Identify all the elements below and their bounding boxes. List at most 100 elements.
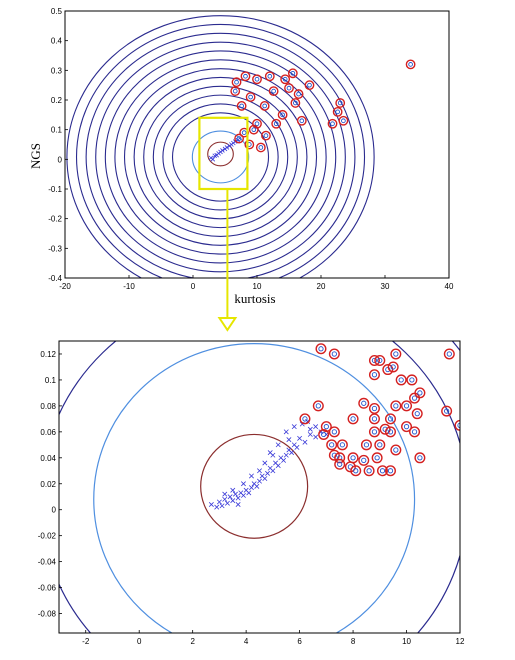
top-outlier-ring — [231, 77, 242, 88]
bottom-outlier-ring — [363, 465, 375, 477]
bottom-x-tick-label: 12 — [456, 637, 465, 646]
bottom-cluster-point — [219, 503, 225, 509]
bottom-y-tick-label: 0.1 — [45, 376, 57, 385]
bottom-outlier-ring — [376, 465, 388, 477]
zoom-highlight-box — [198, 116, 249, 191]
bottom-cluster-point — [208, 502, 214, 508]
bottom-outlier-ring — [374, 354, 386, 366]
top-outlier-dot — [330, 121, 335, 127]
bottom-y-tick-label: 0.04 — [40, 454, 56, 463]
top-outlier-dot — [262, 103, 268, 109]
top-outlier-dot — [335, 109, 340, 115]
top-outlier-dot — [241, 130, 247, 135]
bottom-outlier-dot — [417, 455, 423, 461]
bottom-cluster-point — [232, 491, 238, 497]
bottom-cluster-point — [214, 504, 220, 510]
bottom-outlier-dot — [353, 468, 359, 474]
top-outlier-ring — [252, 118, 262, 129]
bottom-outlier-ring — [409, 426, 421, 438]
bottom-outlier-dot — [323, 424, 329, 430]
bottom-y-tick-label: 0.12 — [40, 350, 56, 359]
top-cluster-point — [210, 157, 216, 162]
bottom-cluster-point — [235, 495, 241, 501]
bottom-outlier-ring — [312, 400, 324, 412]
bottom-y-tick-label: 0.08 — [40, 402, 56, 411]
bottom-cluster-point — [283, 429, 289, 435]
bottom-outlier-ring — [406, 374, 418, 386]
bottom-outlier-dot — [417, 390, 423, 396]
bottom-outlier-dot — [302, 416, 308, 422]
bottom-outlier-dot — [363, 442, 370, 448]
bottom-cluster-point — [281, 457, 287, 463]
top-contour-ring — [171, 112, 270, 202]
top-outlier-dot — [254, 121, 260, 127]
top-contour-ring — [123, 68, 318, 246]
bottom-cluster-point — [227, 494, 233, 500]
top-outlier-dot — [290, 70, 296, 76]
top-y-tick-label: -0.1 — [48, 185, 62, 194]
bottom-cluster-point — [240, 492, 246, 498]
top-outlier-dot — [299, 118, 305, 124]
zoom-connector — [217, 189, 238, 332]
top-outlier-ring — [244, 139, 255, 150]
bottom-y-tick-label: -0.08 — [38, 610, 57, 619]
top-contour-ring — [76, 23, 366, 278]
top-y-tick-label: 0.1 — [51, 126, 63, 135]
bottom-outlier-ring — [414, 452, 426, 464]
bottom-outlier-dot — [318, 346, 324, 352]
bottom-cluster-point — [294, 444, 300, 450]
top-x-tick-label: 40 — [445, 282, 454, 291]
zoom-arrow-head — [217, 317, 238, 332]
bottom-outlier-dot — [371, 372, 378, 378]
bottom-outlier-dot — [409, 377, 415, 383]
bottom-chart: -2 0 2 4 6 8 10 12 0.12 0.1 0.08 0.06 0.04 0.02 0 -0.02… — [38, 340, 465, 646]
top-outlier-ring — [327, 118, 338, 129]
top-x-tick-label: 20 — [317, 282, 326, 291]
bottom-outlier-dot — [398, 377, 404, 383]
bottom-outlier-ring — [401, 400, 413, 412]
bottom-outlier-ring — [387, 361, 399, 373]
top-contour-ring — [95, 41, 346, 273]
top-plot-area — [66, 15, 416, 278]
top-outlier-ring — [338, 115, 349, 126]
bottom-outlier-dot — [350, 416, 356, 422]
top-cluster-point — [224, 145, 230, 150]
bottom-outlier-dot — [329, 442, 335, 448]
bottom-outlier-ring — [368, 354, 380, 366]
top-contour-ring — [114, 59, 327, 255]
bottom-outlier-dot — [393, 351, 399, 357]
bottom-outlier-dot — [390, 364, 396, 370]
bottom-x-tick-label: 8 — [351, 637, 356, 646]
bottom-outlier-dot — [350, 455, 356, 461]
bottom-outlier-ring — [382, 364, 394, 376]
bottom-plot-area — [59, 341, 460, 633]
top-outlier-dot — [296, 91, 301, 97]
bottom-outlier-dot — [361, 457, 367, 464]
bottom-outlier-ring — [320, 421, 332, 433]
top-cluster-point — [220, 148, 225, 153]
top-contour-ring — [104, 50, 337, 264]
bottom-outlier-ring — [299, 413, 311, 425]
bottom-outlier-dot — [411, 429, 418, 435]
bottom-outlier-ring — [384, 413, 396, 425]
top-outlier-ring — [277, 109, 288, 120]
x-axis-label: kurtosis — [234, 291, 275, 306]
bottom-y-tick-label: -0.04 — [38, 558, 57, 567]
top-outlier-ring — [252, 74, 262, 85]
bottom-outlier-dot — [366, 468, 372, 474]
bottom-outlier-ring — [315, 343, 327, 355]
top-outlier-dot — [234, 79, 239, 85]
bottom-cluster-point — [270, 468, 276, 474]
top-y-tick-label: 0.5 — [51, 7, 63, 16]
bottom-cluster-point — [270, 452, 276, 458]
bottom-outlier-dot — [371, 416, 378, 422]
bottom-outlier-ring — [390, 348, 402, 360]
bottom-cluster-point — [257, 468, 262, 474]
bottom-cluster-point — [230, 487, 236, 493]
bottom-outlier-ring — [374, 439, 386, 451]
bottom-outlier-ring — [390, 444, 402, 456]
bottom-outlier-ring — [328, 348, 340, 360]
bottom-outlier-ring — [334, 452, 346, 464]
bottom-outlier-dot — [331, 429, 337, 435]
top-y-tick-label: -0.2 — [48, 215, 62, 224]
